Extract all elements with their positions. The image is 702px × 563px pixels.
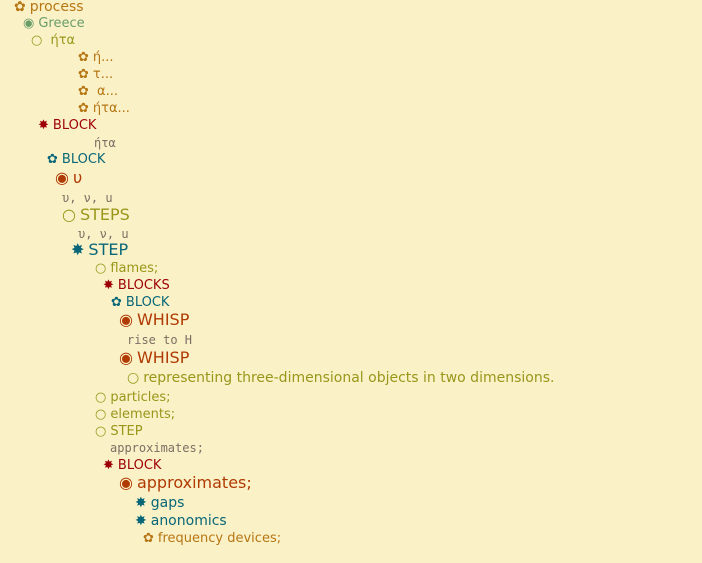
tree-node[interactable]: ○ particles; <box>95 391 171 404</box>
flower-icon: ✿ <box>78 101 89 116</box>
tree-node[interactable]: ○ elements; <box>95 408 175 421</box>
flower-icon: ✿ <box>78 84 89 99</box>
tree-node[interactable]: ✿ process <box>14 0 84 14</box>
tree-node: υ, ν, u <box>78 228 129 240</box>
hollow-circle-icon: ○ <box>95 390 107 405</box>
node-label: STEPS <box>79 205 130 224</box>
node-label: WHISP <box>136 348 190 367</box>
node-label: υ, ν, u <box>62 191 113 205</box>
filled-circle-icon: ◉ <box>23 16 35 31</box>
node-label: BLOCK <box>117 458 162 473</box>
tree-node[interactable]: ✸ BLOCKS <box>103 279 170 292</box>
tree-node: approximates; <box>110 442 204 454</box>
node-label: BLOCKS <box>117 278 170 293</box>
tree-node[interactable]: ○ representing three-dimensional objects … <box>127 371 554 385</box>
node-label: τ... <box>92 67 114 82</box>
node-label: BLOCK <box>52 118 97 133</box>
tree-node[interactable]: ○ flames; <box>95 262 158 275</box>
tree-node[interactable]: ◉ approximates; <box>119 475 252 491</box>
tree-node[interactable]: ✿ BLOCK <box>111 296 169 309</box>
node-label: α... <box>92 84 119 99</box>
tree-node[interactable]: ✸ STEP <box>71 242 128 258</box>
node-label: WHISP <box>136 310 190 329</box>
node-label: Greece <box>38 16 85 31</box>
tree-node[interactable]: ○ STEPS <box>62 207 130 223</box>
tree-node[interactable]: ◉ WHISP <box>119 312 189 328</box>
flower-icon: ✿ <box>78 67 89 82</box>
flower-icon: ✿ <box>143 531 154 546</box>
tree-node[interactable]: ◉ Greece <box>23 17 85 30</box>
filled-circle-icon: ◉ <box>119 473 133 492</box>
tree-node[interactable]: ✸ BLOCK <box>103 459 161 472</box>
hollow-circle-icon: ○ <box>95 407 107 422</box>
tree-node[interactable]: ✿ τ... <box>78 68 113 81</box>
tree-node[interactable]: ○ STEP <box>95 425 143 438</box>
hollow-circle-icon: ○ <box>95 261 107 276</box>
tree-node[interactable]: ✿ BLOCK <box>47 153 105 166</box>
node-label: approximates; <box>136 473 252 492</box>
star-burst-icon: ✸ <box>71 240 85 259</box>
tree-node[interactable]: ✿ frequency devices; <box>143 532 281 545</box>
node-label: elements; <box>110 407 176 422</box>
node-label: gaps <box>150 495 185 511</box>
tree-node[interactable]: ○ ήτα <box>31 34 75 47</box>
node-label: υ, ν, u <box>78 227 129 241</box>
node-label: ήτα <box>46 33 76 48</box>
tree-node: υ, ν, u <box>62 192 113 204</box>
star-burst-icon: ✸ <box>135 495 147 511</box>
tree-node[interactable]: ✸ anonomics <box>135 514 227 528</box>
flower-icon: ✿ <box>47 152 58 167</box>
node-label: ήτα... <box>92 101 130 116</box>
node-label: anonomics <box>150 513 227 529</box>
node-label: BLOCK <box>61 152 106 167</box>
tree-node[interactable]: ✿ α... <box>78 85 118 98</box>
flower-icon: ✿ <box>111 295 122 310</box>
star-burst-icon: ✸ <box>103 458 114 473</box>
node-label: ήτα <box>94 136 116 150</box>
node-label: ή... <box>92 50 114 65</box>
flower-icon: ✿ <box>14 0 26 15</box>
tree-node[interactable]: ✸ gaps <box>135 496 184 510</box>
star-burst-icon: ✸ <box>135 513 147 529</box>
filled-circle-icon: ◉ <box>119 310 133 329</box>
filled-circle-icon: ◉ <box>55 168 69 187</box>
node-label: flames; <box>110 261 159 276</box>
node-label: approximates; <box>110 441 204 455</box>
hollow-circle-icon: ○ <box>62 205 76 224</box>
node-label: representing three-dimensional objects i… <box>143 370 555 386</box>
filled-circle-icon: ◉ <box>119 348 133 367</box>
node-label: process <box>29 0 84 15</box>
tree-node[interactable]: ✸ BLOCK <box>38 119 96 132</box>
node-label: frequency devices; <box>157 531 282 546</box>
star-burst-icon: ✸ <box>38 118 49 133</box>
hollow-circle-icon: ○ <box>127 370 140 386</box>
node-label: BLOCK <box>125 295 170 310</box>
star-burst-icon: ✸ <box>103 278 114 293</box>
tree-node[interactable]: ✿ ή... <box>78 51 114 64</box>
hollow-circle-icon: ○ <box>31 33 43 48</box>
tree-node[interactable]: ✿ ήτα... <box>78 102 130 115</box>
node-label: STEP <box>88 240 129 259</box>
flower-icon: ✿ <box>78 50 89 65</box>
node-label: υ <box>72 168 83 187</box>
tree-node[interactable]: ◉ WHISP <box>119 350 189 366</box>
tree-node: ήτα <box>94 137 116 149</box>
tree-node: rise to H <box>127 334 192 346</box>
node-label: rise to H <box>127 333 193 347</box>
node-label: STEP <box>110 424 143 439</box>
hollow-circle-icon: ○ <box>95 424 107 439</box>
tree-node[interactable]: ◉ υ <box>55 170 82 186</box>
node-label: particles; <box>110 390 171 405</box>
